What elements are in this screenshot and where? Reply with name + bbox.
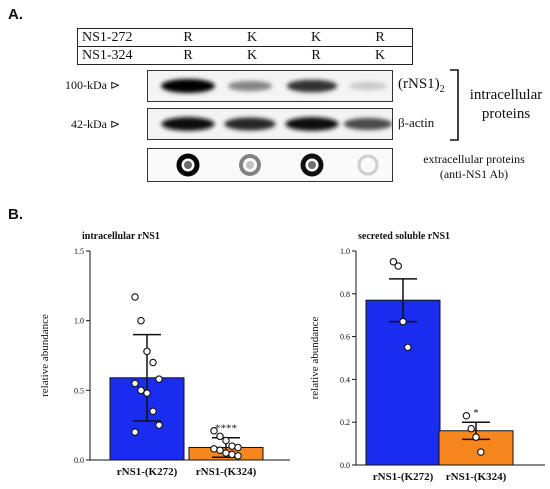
data-point: [131, 293, 139, 301]
blot-actin: [147, 108, 393, 140]
data-point: [210, 445, 218, 453]
y-tick-label: 1.5: [74, 247, 84, 256]
data-point: [222, 449, 230, 457]
genotype-cell: R: [156, 28, 220, 47]
data-point: [477, 448, 485, 456]
chart-title: intracellular rNS1: [82, 231, 160, 242]
category-label: rNS1-(K272): [373, 471, 434, 483]
blot-band: [348, 81, 388, 91]
data-point: [472, 433, 480, 441]
data-point: [389, 257, 398, 266]
data-point: [155, 375, 163, 383]
dot-spot: [239, 154, 261, 176]
blot-band: [286, 79, 338, 93]
data-point: [216, 432, 224, 441]
dot-blot: [147, 148, 393, 182]
marker-42kda: 42-kDa ⊳: [70, 117, 120, 131]
genotype-cell: K: [220, 46, 284, 65]
data-point: [234, 443, 242, 452]
chart-title: secreted soluble rNS1: [358, 231, 450, 242]
category-label: rNS1-(K272): [117, 466, 178, 478]
data-point: [131, 379, 139, 388]
data-point: [149, 407, 157, 415]
chart-2: secreted soluble rNS1 relative abundance 0…: [309, 231, 545, 483]
y-tick-label: 0.2: [340, 418, 350, 427]
data-point: [143, 347, 151, 356]
data-point: [143, 389, 151, 397]
bar: [365, 299, 441, 466]
y-tick-label: 1.0: [340, 247, 350, 256]
category-label: rNS1-(K324): [196, 466, 257, 478]
blot-rns1-target: (rNS1)2: [398, 76, 445, 95]
data-point: [137, 316, 145, 325]
data-point: [404, 343, 412, 352]
y-tick-label: 0.8: [340, 290, 350, 299]
dot-spot-center: [308, 161, 316, 169]
data-point: [137, 386, 145, 395]
y-axis-label: relative abundance: [309, 317, 321, 400]
data-point: [149, 358, 157, 367]
dot-blot-label: extracellular proteins (anti-NS1 Ab): [423, 152, 525, 181]
genotype-cell: R: [156, 46, 220, 65]
chart-1: intracellular rNS1 relative abundance 0.0 0…: [39, 231, 290, 478]
dot-spot: [176, 153, 200, 177]
data-point: [394, 262, 402, 270]
genotype-cell: K: [284, 28, 348, 47]
genotype-name: NS1-324: [77, 46, 156, 65]
data-point: [228, 450, 236, 459]
y-tick-label: 0.5: [74, 386, 84, 395]
bar: [438, 430, 514, 466]
y-tick-label: 0.0: [340, 461, 350, 470]
data-point: [234, 452, 242, 460]
dot-spot: [300, 153, 324, 177]
blot-band: [161, 79, 215, 93]
data-point: [216, 446, 224, 454]
dot-spot-center: [364, 161, 372, 169]
significance-marker: *: [473, 407, 479, 419]
dot-spot-center: [246, 161, 254, 169]
dot-spot-center: [184, 161, 192, 169]
y-tick-label: 1.0: [74, 317, 84, 326]
data-point: [399, 317, 407, 326]
y-axis-label: relative abundance: [39, 314, 51, 397]
genotype-table: NS1-272 R K K R NS1-324 R K R K: [77, 28, 413, 65]
panel-a-label: A.: [8, 6, 23, 23]
genotype-cell: K: [348, 46, 413, 65]
significance-marker: ****: [215, 423, 237, 435]
data-point: [222, 436, 230, 445]
blot-band: [285, 117, 339, 131]
blot-band: [343, 118, 393, 130]
category-label: rNS1-(K324): [446, 471, 507, 483]
dot-spot: [357, 154, 379, 176]
data-point: [155, 421, 163, 429]
y-tick-label: 0.0: [74, 456, 84, 465]
genotype-cell: R: [348, 28, 413, 47]
blot-actin-target: β-actin: [398, 115, 435, 130]
marker-100kda: 100-kDa ⊳: [64, 78, 120, 92]
bracket-label: intracellular proteins: [469, 87, 543, 122]
genotype-row: NS1-272 R K K R: [77, 28, 413, 47]
panel-b-label: B.: [8, 206, 23, 223]
genotype-cell: R: [284, 46, 348, 65]
data-point: [462, 412, 471, 420]
blot-band: [227, 80, 273, 92]
genotype-name: NS1-272: [77, 28, 156, 47]
blot-band: [224, 117, 276, 131]
intracellular-bracket: [450, 69, 459, 141]
data-point: [131, 428, 139, 436]
data-point: [228, 442, 236, 450]
y-tick-label: 0.6: [340, 333, 350, 342]
data-point: [210, 426, 218, 435]
bar-charts: intracellular rNS1 relative abundance 0.0 0…: [39, 231, 545, 483]
genotype-cell: K: [220, 28, 284, 47]
blot-band: [161, 117, 215, 131]
data-point: [467, 424, 475, 433]
blot-rns1: [147, 70, 393, 102]
genotype-row: NS1-324 R K R K: [77, 46, 413, 65]
y-tick-label: 0.4: [340, 375, 350, 384]
